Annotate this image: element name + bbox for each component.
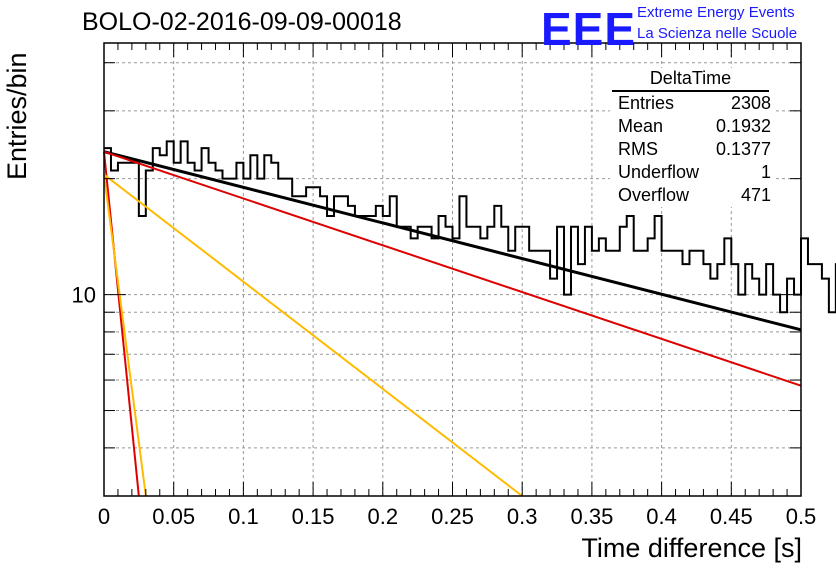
x-tick-label: 0.5 bbox=[786, 504, 817, 529]
fit-line bbox=[103, 173, 523, 497]
fit-curves bbox=[103, 150, 802, 497]
x-tick-label: 0.15 bbox=[292, 504, 335, 529]
x-tick-label: 0.35 bbox=[570, 504, 613, 529]
chart-title: BOLO-02-2016-09-09-00018 bbox=[82, 8, 402, 36]
stats-row-overflow: Overflow 471 bbox=[610, 184, 775, 207]
fit-line bbox=[103, 174, 147, 497]
stats-label: Overflow bbox=[618, 185, 690, 205]
logo-line-1: Extreme Energy Events bbox=[637, 4, 795, 21]
stats-label: Entries bbox=[618, 93, 675, 113]
axis-ticks bbox=[103, 43, 802, 497]
stats-value: 0.1377 bbox=[715, 139, 771, 159]
y-tick-label: 10 bbox=[72, 283, 96, 308]
stats-value: 2308 bbox=[730, 93, 771, 113]
stats-box: DeltaTime Entries 2308 Mean 0.1932 RMS 0… bbox=[610, 68, 775, 207]
stats-row-entries: Entries 2308 bbox=[610, 92, 775, 115]
stats-value: 0.1932 bbox=[715, 116, 771, 136]
x-tick-label: 0.4 bbox=[646, 504, 677, 529]
x-tick-label: 0.1 bbox=[228, 504, 259, 529]
fit-line bbox=[103, 150, 802, 387]
logo-line-2: La Scienza nelle Scuole bbox=[637, 25, 798, 42]
y-axis-label: Entries/bin bbox=[2, 52, 32, 180]
x-tick-label: 0.3 bbox=[507, 504, 538, 529]
x-tick-label: 0.25 bbox=[431, 504, 474, 529]
stats-label: Underflow bbox=[618, 162, 700, 182]
fit-line bbox=[103, 151, 140, 497]
x-axis-label: Time difference [s] bbox=[581, 533, 802, 563]
stats-value: 1 bbox=[760, 162, 771, 182]
tick-labels: 0 0.05 0.1 0.15 0.2 0.25 0.3 0.35 0.4 0.45 0.5 10 bbox=[72, 283, 817, 529]
stats-row-mean: Mean 0.1932 bbox=[610, 115, 775, 138]
x-tick-label: 0 bbox=[98, 504, 110, 529]
eee-logo: EEE bbox=[541, 3, 637, 55]
grid bbox=[104, 43, 801, 496]
stats-value: 471 bbox=[740, 185, 771, 205]
stats-label: RMS bbox=[618, 139, 658, 159]
x-tick-label: 0.2 bbox=[368, 504, 399, 529]
stats-row-rms: RMS 0.1377 bbox=[610, 138, 775, 161]
x-tick-label: 0.05 bbox=[152, 504, 195, 529]
stats-row-underflow: Underflow 1 bbox=[610, 161, 775, 184]
stats-title: DeltaTime bbox=[612, 68, 769, 92]
fit-line bbox=[103, 150, 802, 332]
stats-label: Mean bbox=[618, 116, 664, 136]
x-tick-label: 0.45 bbox=[710, 504, 753, 529]
